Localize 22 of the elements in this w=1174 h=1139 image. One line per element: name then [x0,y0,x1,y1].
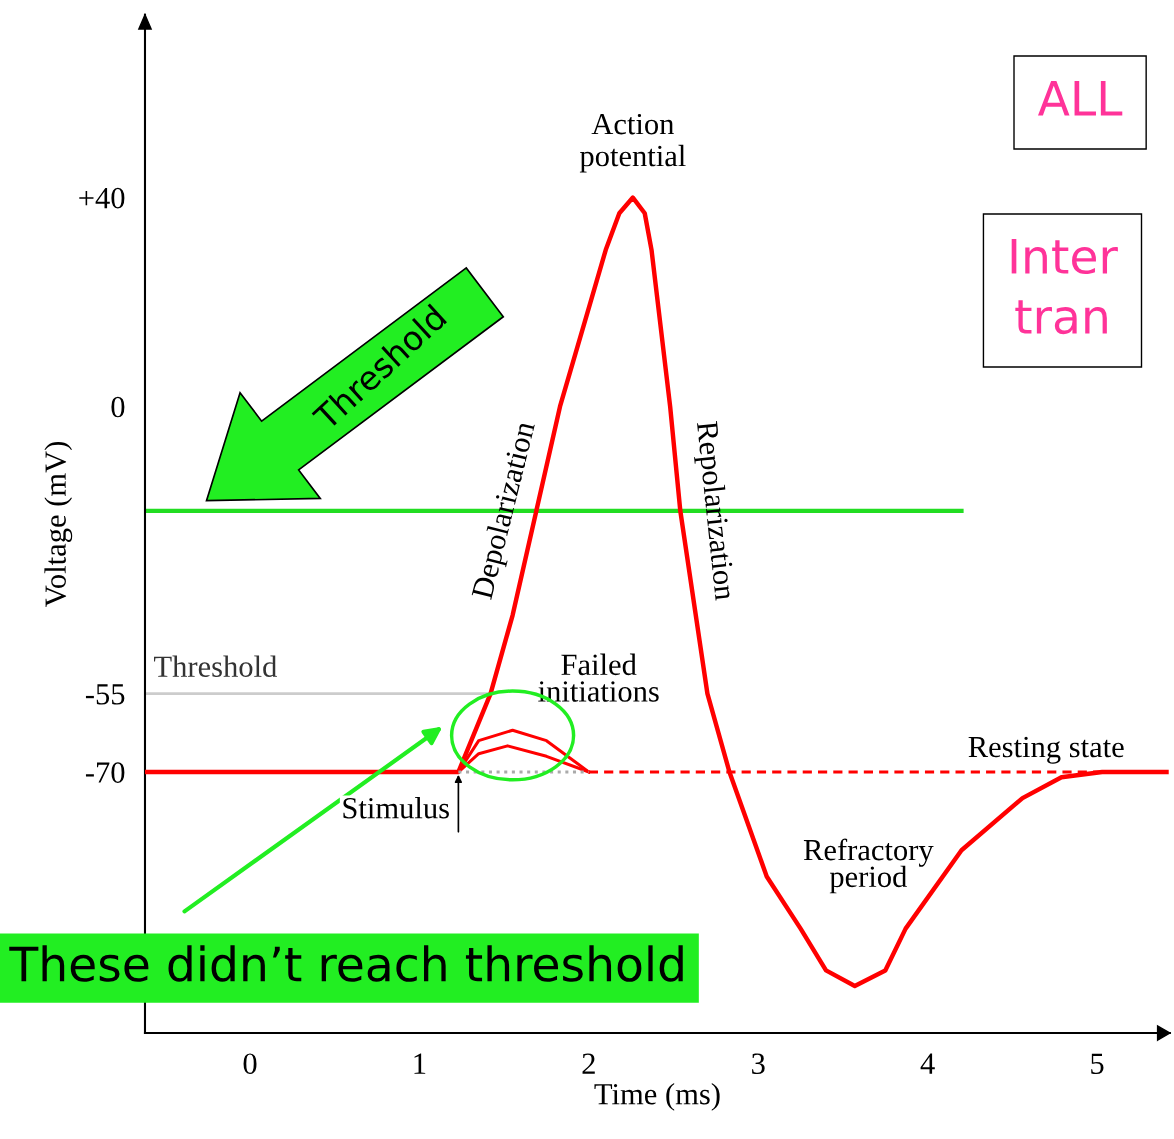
x-tick-label: 0 [243,1053,257,1075]
annotation: These didn’t reach threshold [9,945,683,982]
annotation: Stimulus [343,797,449,819]
annotation: Refractory period [803,838,934,894]
x-tick-label: 2 [582,1053,595,1074]
annotation: Inter tran [1011,239,1118,335]
y-tick-label: -55 [85,684,125,705]
y-tick-label: 0 [111,396,125,418]
x-tick-label: 3 [752,1053,765,1075]
annotation: Failed initiations [538,653,659,702]
annotation: Action potential [579,113,686,173]
y-tick-label: +40 [79,187,125,209]
y-axis-title: Voltage (mV) [44,441,73,607]
ref-line-label: Threshold [154,655,277,677]
annotation: Resting state [968,736,1124,764]
y-tick-label: -70 [85,762,125,783]
x-axis-title: Time (ms) [594,1083,720,1111]
x-tick-label: 4 [920,1053,935,1074]
annotation: ALL [1037,81,1123,116]
x-tick-label: 5 [1091,1053,1104,1075]
x-tick-label: 1 [414,1053,426,1074]
annotation: Repolarization [690,420,737,602]
